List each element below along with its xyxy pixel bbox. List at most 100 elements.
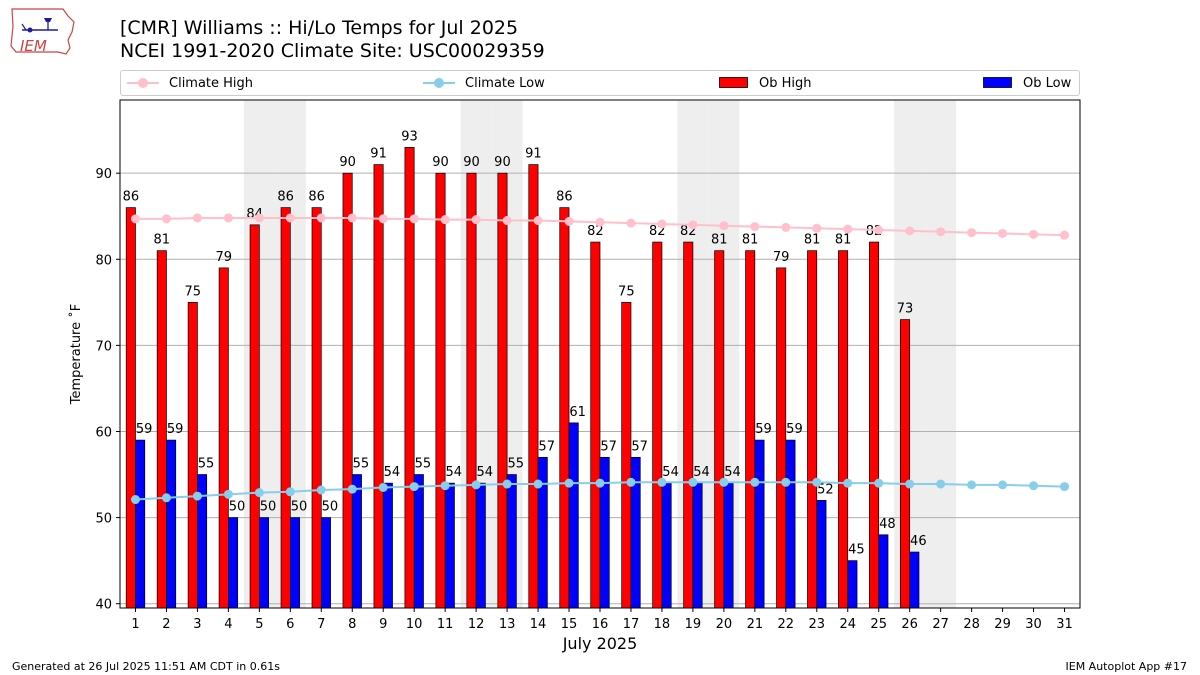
x-axis-label: July 2025 xyxy=(562,634,638,653)
ob-high-bar xyxy=(311,207,322,609)
ob-low-bar xyxy=(661,482,672,609)
x-tick-label: 28 xyxy=(963,617,980,632)
ob-low-bar xyxy=(785,439,796,609)
ob-low-label: 59 xyxy=(136,422,153,437)
ob-high-label: 86 xyxy=(308,190,325,205)
climate-high-point xyxy=(781,222,791,232)
ob-low-label: 55 xyxy=(198,457,215,472)
ob-low-bar xyxy=(878,534,889,609)
chart-title-line2: NCEI 1991-2020 Climate Site: USC00029359 xyxy=(120,40,545,62)
x-tick-label: 26 xyxy=(901,617,918,632)
climate-low-point xyxy=(254,488,264,498)
x-tick-label: 2 xyxy=(162,617,170,632)
x-tick-label: 18 xyxy=(654,617,671,632)
climate-high-point xyxy=(378,214,388,224)
climate-high-point xyxy=(905,226,915,236)
legend-ob-low-label: Ob Low xyxy=(1023,75,1072,91)
ob-low-bar xyxy=(723,482,734,609)
ob-high-bar xyxy=(869,241,880,609)
climate-low-point xyxy=(719,477,729,487)
ob-high-label: 82 xyxy=(587,224,604,239)
climate-low-point xyxy=(626,477,636,487)
climate-high-point xyxy=(719,221,729,231)
climate-low-point xyxy=(1029,481,1039,491)
climate-high-point xyxy=(440,215,450,225)
climate-low-point xyxy=(533,479,543,489)
logo-text: IEM xyxy=(20,37,47,55)
ob-high-bar xyxy=(125,207,136,609)
x-tick-label: 12 xyxy=(468,617,485,632)
ob-low-label: 59 xyxy=(755,422,772,437)
iem-logo: IEM xyxy=(10,8,75,55)
climate-low-point xyxy=(688,477,698,487)
climate-low-point xyxy=(161,493,171,503)
climate-high-point xyxy=(533,216,543,226)
ob-low-bar xyxy=(754,439,765,609)
ob-high-bar xyxy=(342,172,353,609)
ob-high-label: 90 xyxy=(463,155,480,170)
y-tick-label: 90 xyxy=(95,167,112,182)
x-tick-label: 20 xyxy=(716,617,733,632)
x-tick-label: 25 xyxy=(870,617,887,632)
footer-generated-text: Generated at 26 Jul 2025 11:51 AM CDT in… xyxy=(12,660,280,673)
ob-high-label: 81 xyxy=(742,233,759,248)
ob-low-label: 54 xyxy=(662,465,679,480)
ob-low-bar xyxy=(847,560,858,609)
ob-high-bar xyxy=(590,241,601,609)
ob-high-label: 75 xyxy=(618,284,635,299)
legend-ob-high-label: Ob High xyxy=(759,75,812,91)
climate-low-point xyxy=(192,491,202,501)
ob-high-swatch-icon xyxy=(719,77,748,88)
ob-low-bar xyxy=(816,500,827,609)
ob-high-bar xyxy=(156,250,167,609)
climate-high-point xyxy=(626,218,636,228)
climate-high-point xyxy=(874,225,884,235)
x-tick-label: 29 xyxy=(994,617,1011,632)
ob-low-label: 46 xyxy=(910,534,927,549)
ob-high-label: 81 xyxy=(711,233,728,248)
ob-high-bar xyxy=(714,250,725,609)
climate-low-line-icon xyxy=(423,78,455,88)
climate-high-point xyxy=(1029,229,1039,239)
climate-high-point xyxy=(161,214,171,224)
climate-low-point xyxy=(967,480,977,490)
climate-high-point xyxy=(502,216,512,226)
ob-low-label: 54 xyxy=(384,465,401,480)
ob-high-bar xyxy=(218,267,229,609)
x-tick-label: 10 xyxy=(406,617,423,632)
ob-low-swatch-icon xyxy=(983,77,1012,88)
climate-low-point xyxy=(874,478,884,488)
x-tick-label: 21 xyxy=(747,617,764,632)
x-tick-label: 30 xyxy=(1025,617,1042,632)
ob-low-bar xyxy=(135,439,146,609)
x-tick-label: 1 xyxy=(131,617,139,632)
ob-high-bar xyxy=(373,164,384,609)
ob-low-bar xyxy=(320,517,331,609)
climate-low-point xyxy=(657,477,667,487)
ob-high-bar xyxy=(280,207,291,609)
ob-high-label: 91 xyxy=(370,147,387,162)
climate-high-point xyxy=(750,222,760,232)
ob-low-label: 59 xyxy=(786,422,803,437)
ob-high-label: 73 xyxy=(897,302,914,317)
climate-high-point xyxy=(471,215,481,225)
x-tick-label: 7 xyxy=(317,617,325,632)
ob-low-label: 50 xyxy=(322,500,339,515)
ob-low-label: 52 xyxy=(817,482,834,497)
climate-high-point xyxy=(347,213,357,223)
climate-high-point xyxy=(316,213,326,223)
climate-low-point xyxy=(378,482,388,492)
ob-low-bar xyxy=(259,517,269,609)
ob-low-bar xyxy=(444,482,455,609)
chart-legend: Climate High Climate Low Ob High Ob Low xyxy=(120,70,1080,96)
climate-low-point xyxy=(1060,482,1070,492)
ob-low-bar xyxy=(909,551,920,609)
x-tick-label: 16 xyxy=(592,617,609,632)
climate-low-point xyxy=(595,478,605,488)
ob-high-bar xyxy=(497,172,508,609)
x-tick-label: 6 xyxy=(286,617,294,632)
climate-high-point xyxy=(409,214,419,224)
ob-high-label: 90 xyxy=(339,155,356,170)
y-tick-label: 80 xyxy=(95,253,112,268)
climate-low-point xyxy=(843,478,853,488)
